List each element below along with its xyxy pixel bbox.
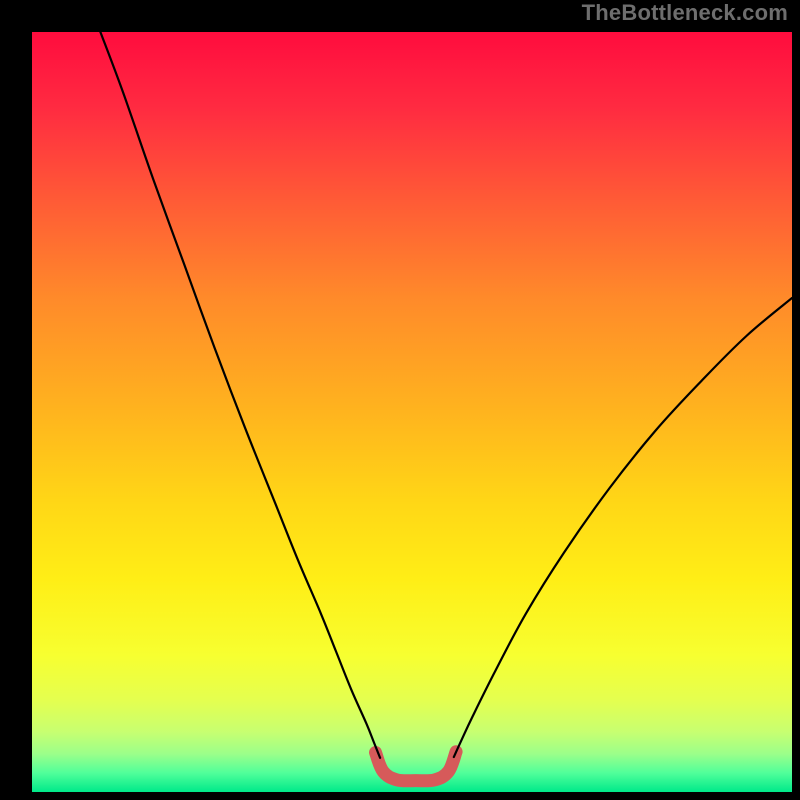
bottleneck-chart [32, 32, 792, 792]
gradient-background [32, 32, 792, 792]
watermark-text: TheBottleneck.com [582, 0, 788, 26]
chart-plot-area [32, 32, 792, 792]
